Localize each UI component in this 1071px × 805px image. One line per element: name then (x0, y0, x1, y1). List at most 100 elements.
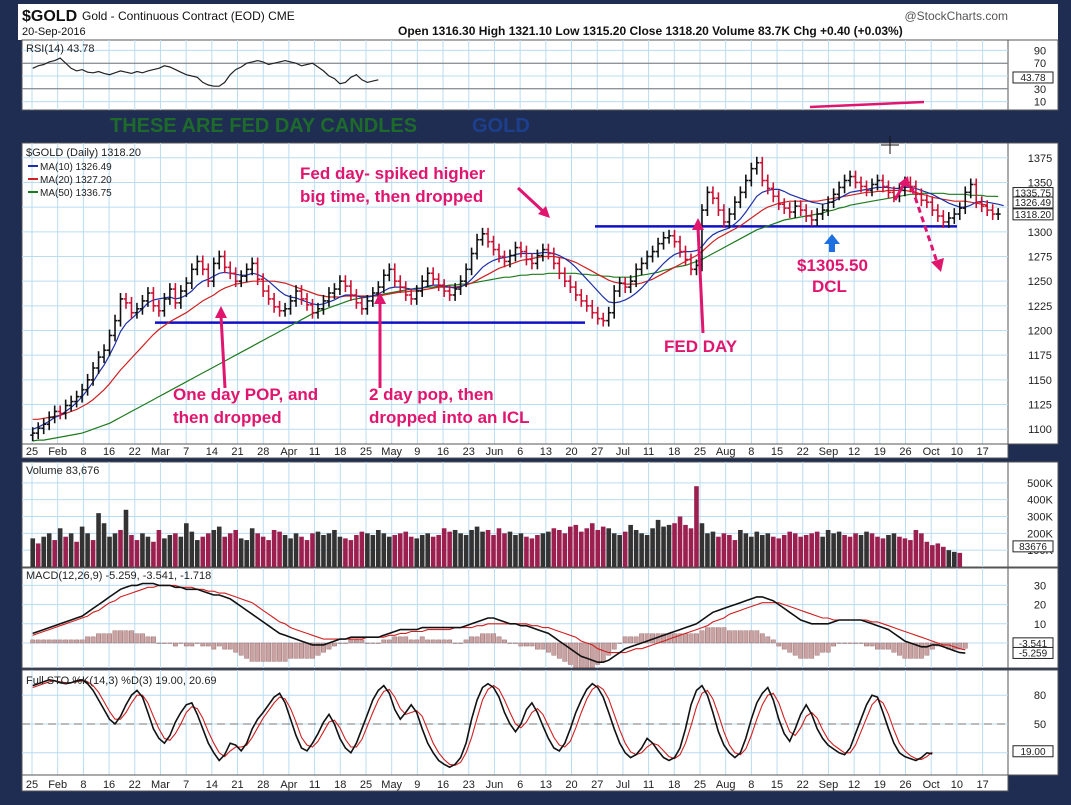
x-tick-label: 8 (80, 446, 86, 458)
volume-bar (452, 529, 458, 567)
volume-bar (337, 536, 343, 567)
volume-bar (957, 552, 963, 567)
macd-y-tick-label: 10 (1034, 619, 1046, 631)
macd-histogram-bar (353, 639, 359, 644)
volume-bar (343, 538, 348, 567)
x-tick-label: 18 (334, 779, 346, 791)
volume-bar (919, 533, 924, 567)
macd-histogram-bar (864, 642, 869, 647)
price-bar (282, 302, 288, 317)
macd-histogram-bar (743, 630, 749, 644)
price-bar (584, 294, 590, 312)
volume-bar (200, 536, 206, 567)
macd-panel: 3020100MACD(12,26,9) -5.259, -3.541, -1.… (21, 567, 1059, 669)
volume-bar (68, 533, 74, 567)
volume-bar (216, 526, 222, 567)
macd-histogram-bar (918, 642, 924, 659)
sto-title: Full STO %K(14,3) %D(3) 19.00, 20.69 (26, 675, 217, 687)
volume-bar (557, 529, 562, 567)
price-bar (683, 245, 689, 266)
x-tick-label: 16 (103, 779, 115, 791)
volume-bar (529, 538, 535, 567)
volume-bar (650, 528, 655, 567)
macd-histogram-bar (502, 639, 507, 644)
x-tick-label: 27 (591, 779, 603, 791)
price-bar (798, 200, 804, 217)
price-bar (573, 281, 579, 301)
volume-bar (480, 531, 485, 567)
macd-histogram-bar (869, 642, 875, 647)
price-bar (266, 285, 272, 305)
volume-bar (184, 523, 189, 567)
price-y-tick-label: 1150 (1028, 375, 1052, 387)
x-tick-label: 11 (643, 779, 654, 791)
volume-bar (924, 541, 930, 567)
macd-y-tick-label: 20 (1034, 600, 1046, 612)
macd-histogram-bar (496, 636, 502, 644)
volume-bar (436, 535, 441, 567)
rsi-y-tick-label: 90 (1034, 45, 1046, 57)
price-bar (337, 275, 343, 295)
x-tick-label: 17 (976, 779, 988, 791)
sto-y-tick-label: 50 (1034, 719, 1046, 731)
macd-histogram-bar (35, 639, 41, 644)
price-y-tick-label: 1175 (1028, 350, 1052, 362)
price-bar (309, 298, 315, 319)
volume-bar (266, 540, 271, 567)
rsi-divergence-line (809, 100, 925, 109)
x-tick-label: 26 (899, 779, 911, 791)
macd-histogram-bar (419, 636, 425, 644)
macd-histogram-bar (123, 630, 129, 644)
macd-histogram-bar (337, 642, 343, 644)
price-bar (331, 283, 337, 299)
macd-histogram-bar (836, 642, 842, 644)
x-tick-label: 6 (517, 779, 523, 791)
volume-bar (79, 526, 85, 567)
price-bar (737, 186, 743, 209)
annotation-pop1-line2: then dropped (173, 408, 282, 427)
price-bar (820, 204, 826, 220)
price-bar (710, 186, 716, 205)
sto-value-tag-box (1012, 745, 1054, 758)
x-tick-label: 9 (414, 446, 420, 458)
x-tick-label: Apr (280, 446, 297, 458)
volume-bar (447, 531, 452, 567)
volume-bar (414, 538, 420, 567)
macd-histogram-bar (282, 642, 288, 662)
annotation-fed-note-line2: big time, then dropped (300, 187, 483, 206)
x-tick-label: 8 (748, 446, 754, 458)
x-tick-label: 25 (694, 779, 706, 791)
volume-bar (145, 536, 151, 567)
price-bar (392, 263, 398, 288)
macd-histogram-bar (463, 639, 469, 644)
watermark: @StockCharts.com (904, 9, 1008, 23)
volume-bar (776, 538, 782, 567)
macd-histogram-bar (545, 642, 551, 653)
volume-bar (195, 540, 200, 567)
price-panel: 1100112511501175120012251250127513001325… (21, 142, 1059, 459)
volume-bar (644, 535, 650, 567)
price-bar (523, 245, 529, 266)
macd-histogram-bar (271, 642, 277, 662)
macd-histogram-bar (611, 642, 617, 650)
price-bar (765, 174, 771, 195)
x-tick-label: Jul (616, 446, 630, 458)
x-tick-label: 15 (771, 446, 783, 458)
macd-histogram-bar (403, 636, 409, 644)
volume-bar (321, 535, 326, 567)
volume-bar (485, 529, 491, 567)
price-bar (715, 192, 721, 217)
macd-histogram-bar (699, 630, 705, 644)
price-bar (238, 270, 244, 288)
price-bar (342, 275, 348, 293)
annotations-layer: THESE ARE FED DAY CANDLES GOLD Fed day- … (110, 100, 944, 427)
price-bar (787, 202, 793, 219)
volume-bar (496, 528, 502, 567)
volume-bar (941, 546, 946, 567)
symbol-title: $GOLD (22, 8, 77, 25)
price-bar (469, 247, 475, 276)
price-y-tick-label: 1225 (1028, 301, 1052, 313)
macd-histogram-bar (705, 627, 710, 644)
volume-bar (655, 519, 661, 567)
macd-histogram-bar (194, 642, 200, 644)
